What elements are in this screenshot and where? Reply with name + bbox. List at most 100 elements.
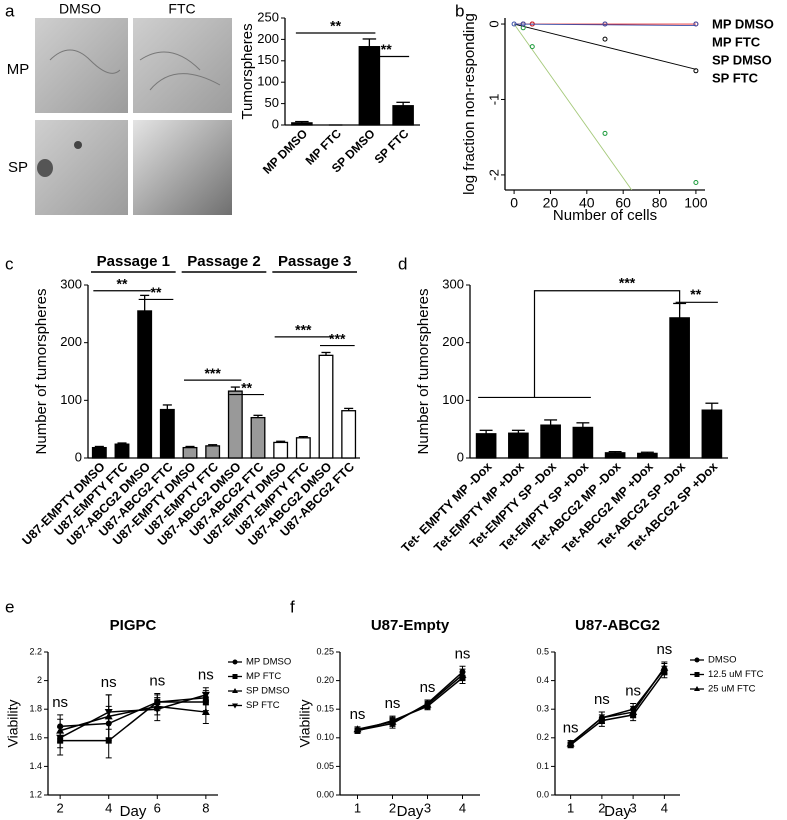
y-tick-label: 50	[265, 95, 279, 110]
y-tick-label: 150	[257, 52, 279, 67]
y-tick-label: 100	[257, 74, 279, 89]
x-tick-label: 2	[598, 800, 605, 815]
bar	[572, 426, 594, 459]
y-tick-label: 0.00	[316, 789, 334, 799]
y-tick-label: 300	[60, 276, 82, 291]
y-axis-label: Tumorspheres	[239, 23, 256, 119]
legend-label: MP DMSO	[712, 16, 774, 31]
significance-label: ns	[594, 691, 610, 708]
bar	[475, 433, 497, 459]
significance-label: ns	[198, 667, 214, 684]
significance-label: ns	[420, 679, 436, 696]
image	[133, 18, 232, 113]
significance-label: **	[117, 275, 128, 291]
y-tick-label: 1.8	[29, 704, 42, 714]
panel-letter: c	[5, 254, 14, 273]
y-tick-label: 1.4	[29, 761, 42, 771]
data-point	[597, 713, 606, 721]
bar	[701, 409, 723, 459]
y-tick-label: 2	[37, 675, 42, 685]
legend-label: MP DMSO	[246, 657, 291, 668]
significance-label: **	[151, 284, 162, 300]
plot-area	[511, 21, 699, 190]
x-tick-label: 3	[630, 800, 637, 815]
x-tick-label: SP FTC	[372, 126, 412, 166]
y-tick-label: 0.0	[536, 789, 549, 799]
panel-letter: b	[455, 1, 464, 20]
series-line	[570, 671, 665, 746]
x-tick-label: 1	[354, 800, 361, 815]
significance-label: ***	[204, 365, 221, 381]
x-tick-label: 60	[615, 195, 631, 211]
x-axis-label: Number of cells	[553, 207, 657, 224]
panel-letter: e	[5, 597, 14, 616]
legend-marker	[232, 659, 238, 665]
y-tick-label: 250	[257, 9, 279, 24]
significance-label: **	[381, 41, 392, 57]
bar	[341, 410, 357, 459]
y-tick-label: 0.2	[536, 732, 549, 742]
chart-title: PIGPC	[110, 617, 157, 634]
x-tick-label: 6	[154, 800, 161, 815]
legend-label: SP DMSO	[246, 686, 290, 697]
data-point	[660, 663, 669, 671]
bar	[159, 408, 175, 459]
data-point	[105, 737, 112, 744]
significance-label: ns	[149, 672, 165, 689]
image	[133, 120, 232, 215]
significance-label: **	[330, 18, 341, 34]
y-axis-label: Number of tumorspheres	[33, 289, 50, 455]
legend-marker	[232, 674, 238, 679]
legend-marker	[694, 672, 700, 677]
data-point	[693, 21, 699, 27]
y-axis-label: Viability	[5, 700, 21, 748]
image-column-label: FTC	[168, 1, 195, 17]
significance-label: ***	[619, 274, 636, 290]
y-tick-label: 0.05	[316, 761, 334, 771]
bar	[637, 452, 658, 459]
bar	[295, 437, 311, 459]
significance-label: **	[690, 286, 701, 302]
data-point	[566, 739, 575, 747]
bar	[91, 446, 107, 459]
significance-label: ns	[563, 720, 579, 737]
x-tick-label: 1	[567, 800, 574, 815]
y-tick-label: -1	[486, 94, 501, 106]
legend-marker	[232, 703, 238, 709]
series-line	[357, 671, 464, 732]
bar	[669, 317, 690, 459]
chart-title: U87-ABCG2	[575, 617, 660, 634]
x-axis-label: Day	[120, 803, 147, 820]
significance-label: ***	[295, 322, 312, 338]
sphere	[74, 141, 82, 149]
panel-letter: f	[290, 597, 295, 616]
y-axis-label: Number of tumorspheres	[415, 289, 432, 455]
bar	[137, 310, 153, 459]
x-axis-label: Day	[397, 803, 424, 820]
x-tick-label: 2	[389, 800, 396, 815]
y-tick-label: 0.1	[536, 761, 549, 771]
data-point	[153, 706, 162, 714]
significance-label: ns	[455, 645, 471, 662]
x-tick-label: MP DMSO	[260, 126, 310, 176]
bar	[508, 432, 529, 459]
y-tick-label: 0.3	[536, 704, 549, 714]
legend-label: MP FTC	[712, 34, 761, 49]
y-tick-label: 0	[486, 20, 501, 27]
group-label: Passage 3	[278, 253, 351, 270]
micrographs	[35, 18, 232, 215]
y-tick-label: 300	[442, 276, 464, 291]
series-line	[60, 701, 206, 742]
data-point	[458, 670, 467, 678]
bar	[392, 105, 414, 126]
data-point	[629, 708, 638, 716]
legend-label: SP FTC	[712, 70, 759, 85]
data-point	[201, 691, 210, 699]
y-tick-label: 0.20	[316, 675, 334, 685]
data-point	[353, 725, 362, 733]
data-point	[511, 21, 517, 27]
y-tick-label: 200	[442, 334, 464, 349]
x-tick-label: 20	[543, 195, 559, 211]
y-tick-label: -2	[486, 169, 501, 181]
significance-bracket	[478, 290, 681, 399]
